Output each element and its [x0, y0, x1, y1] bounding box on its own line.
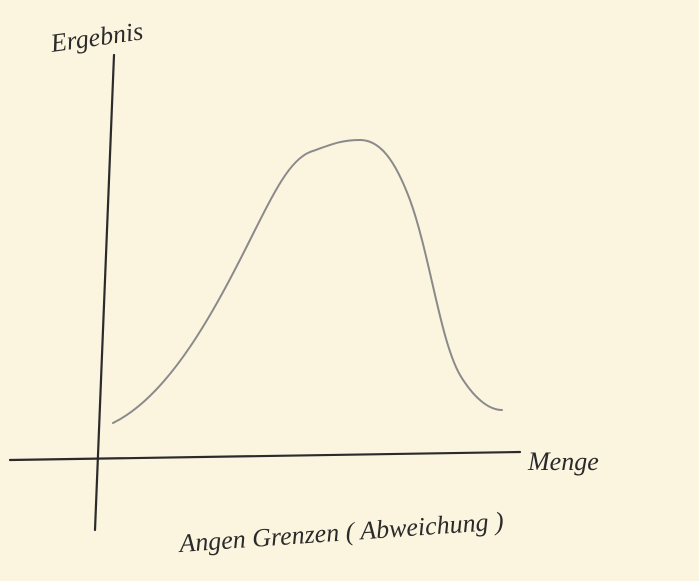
page: {"y_axis_label": "Ergebnis", "x_axis_lab… — [0, 0, 699, 581]
sketch: Ergebnis Menge Angen Grenzen ( Abweichun… — [0, 0, 699, 581]
x-axis-label: Menge — [527, 447, 599, 476]
